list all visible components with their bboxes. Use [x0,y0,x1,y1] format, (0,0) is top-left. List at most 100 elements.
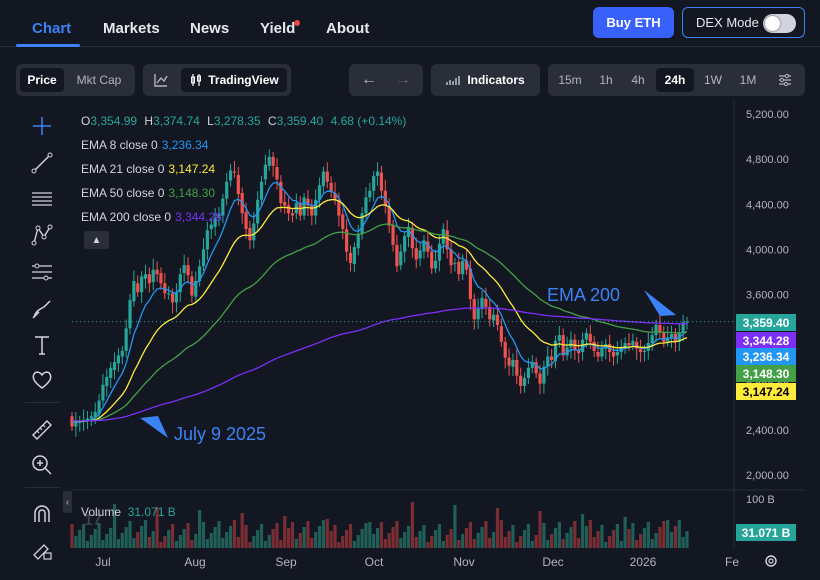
candles-icon [191,74,202,86]
crosshair-icon[interactable] [27,113,57,139]
timeframe-24h[interactable]: 24h [656,68,694,92]
magnet-icon[interactable] [27,501,57,527]
candle-body [658,324,662,333]
dex-mode-label: DEX Mode [696,15,759,30]
volume-bar [395,521,399,548]
timeframe-1h[interactable]: 1h [599,73,613,87]
settings-gear-icon[interactable] [762,552,780,570]
volume-bar [143,520,148,548]
candle-body [669,333,674,338]
volume-bar [546,540,550,548]
candle-body [623,343,627,348]
volume-bar [503,537,507,548]
candle-body [287,205,291,214]
candle-body [430,251,434,269]
volume-bar [283,516,287,548]
nav-news[interactable]: News [190,20,230,37]
volume-bar [669,532,674,548]
timeframe-15m[interactable]: 15m [558,73,582,87]
candle-body [495,314,500,325]
nav-yield[interactable]: Yield [260,20,296,37]
y-tick-label: 3,600.00 [746,290,789,302]
candle-body [441,229,445,244]
redo-arrow-icon[interactable]: → [395,71,411,88]
volume-bar [383,539,387,548]
open-value: 3,354.99 [90,114,138,128]
volume-legend: Volume 31.071 B [81,505,176,519]
candle-body [515,359,519,376]
timeframe-1w[interactable]: 1W [704,73,722,87]
low-value: 3,278.35 [213,114,261,128]
candle-body [387,206,391,226]
x-tick-label: 2026 [630,555,657,569]
timeframe-4h[interactable]: 4h [631,73,645,87]
candle-body [283,201,287,206]
settings-sliders-icon[interactable] [770,68,800,92]
nav-about[interactable]: About [326,20,370,37]
volume-bar [557,522,561,548]
pattern-icon[interactable] [27,222,57,248]
volume-bar [101,540,105,548]
dex-mode-toggle-button[interactable]: DEX Mode [682,7,805,38]
candle-body [97,400,101,415]
volume-bar [132,538,136,548]
volume-bar [244,525,248,548]
lock-drawing-icon[interactable] [27,537,57,563]
candle-body [472,299,476,320]
volume-bar [387,533,391,548]
volume-bar [225,532,229,548]
volume-axis-max: 100 B [746,494,775,506]
nav-chart[interactable]: Chart [32,20,72,37]
tradingview-button[interactable]: TradingView [181,68,287,92]
buy-eth-button[interactable]: Buy ETH [593,7,674,38]
candle-body [499,326,503,342]
candle-body [418,250,422,259]
mktcap-button[interactable]: Mkt Cap [76,73,122,87]
ema8-line [71,181,688,423]
candle-body [433,260,438,269]
price-button[interactable]: Price [20,68,64,92]
ruler-icon[interactable] [27,417,57,443]
candle-body [426,241,430,252]
dex-mode-switch[interactable] [763,14,796,33]
volume-bar [259,524,264,548]
indicators-button[interactable]: Indicators [435,68,536,92]
volume-bar [279,540,283,548]
legend-collapse-chevron-icon[interactable]: ▲ [84,231,109,249]
undo-redo-group: ← → [349,64,423,96]
volume-bar [476,533,480,548]
candle-body [557,335,561,341]
trend-line-icon[interactable] [27,150,57,176]
candle-body [201,249,206,267]
volume-bar [619,541,623,548]
undo-arrow-icon[interactable]: ← [361,71,377,88]
heart-icon[interactable] [27,367,57,393]
candle-body [174,292,179,303]
line-chart-icon[interactable] [147,68,175,92]
candle-body [600,348,604,357]
horizontal-lines-icon[interactable] [27,186,57,212]
volume-bar [294,539,298,548]
volume-bar [116,539,121,548]
collapse-toolbar-handle[interactable]: ‹ [63,491,72,513]
nav-markets[interactable]: Markets [103,20,160,37]
candle-body [290,213,295,216]
candle-body [267,156,271,166]
volume-bar [627,529,631,548]
fib-levels-icon[interactable] [27,259,57,285]
volume-bar [495,508,500,548]
volume-bar [573,521,577,548]
volume-bar [194,534,198,548]
brush-icon[interactable] [27,296,57,322]
timeframe-1m[interactable]: 1M [739,73,757,87]
zoom-in-icon[interactable] [27,452,57,478]
candle-body [124,328,128,351]
candle-body [348,252,353,263]
volume-bar [74,536,78,548]
volume-bar [437,524,442,548]
text-tool-icon[interactable] [27,332,57,358]
volume-bar [391,527,395,548]
candle-body [337,200,341,216]
volume-bar [650,539,654,548]
